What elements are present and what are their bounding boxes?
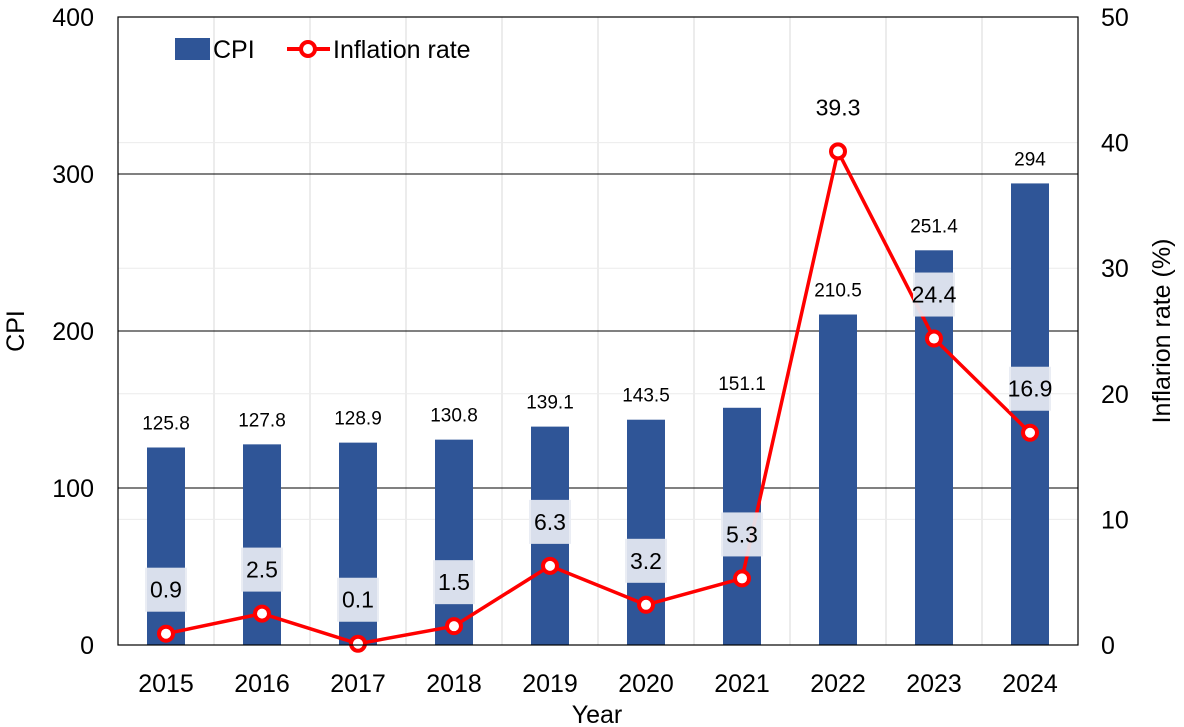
inflation-label: 0.1 [342,587,374,613]
inflation-label: 2.5 [246,557,278,583]
inflation-point [1021,423,1039,442]
cpi-bar-label: 139.1 [526,393,574,414]
cpi-bar-label: 251.4 [910,216,958,237]
y2-tick-label: 40 [1101,130,1129,158]
y2-tick-label: 10 [1101,506,1129,534]
x-tick-label: 2017 [330,670,386,698]
y-tick-label: 0 [80,632,94,660]
cpi-bar-label: 143.5 [622,386,670,407]
y2-axis-title: Inflarion rate (%) [1148,239,1176,424]
y-tick-label: 200 [52,318,94,346]
inflation-label-group: 1.5 [433,560,475,605]
x-axis-title: Year [572,701,623,727]
inflation-label-bg [1009,366,1051,411]
cpi-bar-label: 128.9 [334,409,382,430]
inflation-point [733,569,751,588]
inflation-label-group: 0.1 [337,577,379,622]
cpi-bar [819,314,857,645]
plot-frame [117,16,1079,646]
inflation-label-bg [913,272,955,317]
x-tick-label: 2020 [618,670,674,698]
cpi-bar [435,439,473,645]
inflation-label: 0.9 [150,577,182,603]
inflation-label: 1.5 [438,569,470,595]
inflation-line [157,142,1039,653]
legend-inflation-marker [299,40,317,58]
inflation-point [925,329,943,348]
x-tick-label: 2024 [1002,670,1058,698]
x-tick-label: 2019 [522,670,578,698]
cpi-bar [147,447,185,645]
y-axis-title: CPI [2,310,30,352]
inflation-label: 24.4 [912,282,957,308]
inflation-label-bg [337,577,379,622]
inflation-label: 16.9 [1008,376,1053,402]
y2-tick-label: 30 [1101,255,1129,283]
cpi-bar-labels: 125.8 127.8 128.9 130.8 139.1 143.5 151.1 210.5… [142,149,1046,434]
inflation-point [541,556,559,575]
inflation-label-group: 5.3 [721,512,763,557]
inflation-label: 3.2 [630,548,662,574]
x-tick-label: 2022 [810,670,866,698]
inflation-label-bg [721,512,763,557]
inflation-label-bg [241,547,283,592]
cpi-bar-label: 294 [1014,149,1046,170]
inflation-label-group: 0.9 [145,567,187,612]
cpi-bar [1011,183,1049,646]
inflation-label-group: 3.2 [625,538,667,583]
inflation-label: 39.3 [816,94,861,120]
inflation-label-bg [145,567,187,612]
inflation-label: 6.3 [534,509,566,535]
inflation-point [445,617,463,636]
inflation-label: 5.3 [726,521,758,547]
inflation-point [253,604,271,623]
inflation-point [637,595,655,614]
cpi-bar-label: 125.8 [142,413,190,434]
cpi-bar-label: 210.5 [814,281,862,302]
cpi-bar-label: 130.8 [430,406,478,427]
legend: CPI Inflation rate [175,36,471,64]
inflation-point [829,142,847,161]
legend-inflation-label: Inflation rate [333,36,471,64]
inflation-label-group: 16.9 [1008,366,1053,411]
cpi-bar-label: 127.8 [238,410,286,431]
inflation-label-group: 2.5 [241,547,283,592]
inflation-label-group: 39.3 [816,94,861,120]
x-tick-label: 2023 [906,670,962,698]
y2-tick-label: 0 [1101,632,1115,660]
y2-tick-label: 50 [1101,4,1129,32]
x-tick-label: 2021 [714,670,770,698]
cpi-bar-label: 151.1 [718,374,766,395]
axes [117,16,1079,646]
x-tick-label: 2015 [138,670,194,698]
x-tick-label: 2018 [426,670,482,698]
x-tick-label: 2016 [234,670,290,698]
inflation-label-bg [433,560,475,605]
inflation-label-group: 24.4 [912,272,957,317]
legend-cpi-label: CPI [213,36,255,64]
inflation-line-path [165,149,1032,646]
inflation-point [157,624,175,643]
inflation-label-group: 6.3 [529,499,571,544]
y-tick-label: 100 [52,475,94,503]
y-tick-label: 400 [52,4,94,32]
inflation-labels: 0.9 2.5 0.1 1.5 6.3 3.2 5.3 39.3 24.4 16.9 [145,94,1053,622]
inflation-point [349,634,367,653]
inflation-label-bg [529,499,571,544]
y2-tick-label: 20 [1101,381,1129,409]
tick-labels: 0 100 200 300 400 0 10 20 30 40 50 2015 2016 2017 2018… [52,4,1129,698]
inflation-label-bg [625,538,667,583]
legend-cpi-swatch [175,38,210,60]
y-tick-label: 300 [52,161,94,189]
